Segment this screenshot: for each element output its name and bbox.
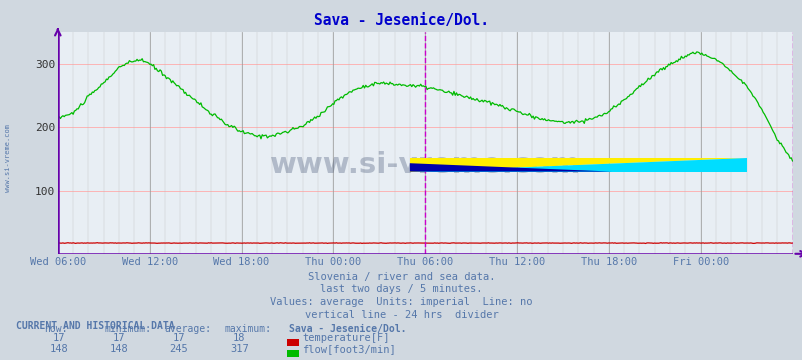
Text: minimum:: minimum: (104, 324, 152, 334)
Text: last two days / 5 minutes.: last two days / 5 minutes. (320, 284, 482, 294)
Text: vertical line - 24 hrs  divider: vertical line - 24 hrs divider (304, 310, 498, 320)
Text: 148: 148 (109, 344, 128, 354)
Polygon shape (409, 158, 746, 172)
Text: Sava - Jesenice/Dol.: Sava - Jesenice/Dol. (314, 13, 488, 28)
Text: now:: now: (44, 324, 67, 334)
Text: CURRENT AND HISTORICAL DATA: CURRENT AND HISTORICAL DATA (16, 321, 175, 331)
Text: temperature[F]: temperature[F] (302, 333, 389, 343)
Text: 317: 317 (229, 344, 249, 354)
Text: www.si-vreme.com: www.si-vreme.com (269, 151, 580, 179)
Text: Slovenia / river and sea data.: Slovenia / river and sea data. (307, 272, 495, 282)
Text: 17: 17 (52, 333, 65, 343)
Text: average:: average: (164, 324, 212, 334)
Text: flow[foot3/min]: flow[foot3/min] (302, 344, 395, 354)
Text: 18: 18 (233, 333, 245, 343)
Text: www.si-vreme.com: www.si-vreme.com (5, 125, 11, 192)
Text: 245: 245 (169, 344, 188, 354)
Text: Values: average  Units: imperial  Line: no: Values: average Units: imperial Line: no (270, 297, 532, 307)
Text: Sava - Jesenice/Dol.: Sava - Jesenice/Dol. (289, 324, 406, 334)
Text: maximum:: maximum: (225, 324, 272, 334)
Polygon shape (409, 163, 611, 172)
Text: 17: 17 (112, 333, 125, 343)
Text: 17: 17 (172, 333, 185, 343)
Polygon shape (409, 158, 746, 172)
Text: 148: 148 (49, 344, 68, 354)
